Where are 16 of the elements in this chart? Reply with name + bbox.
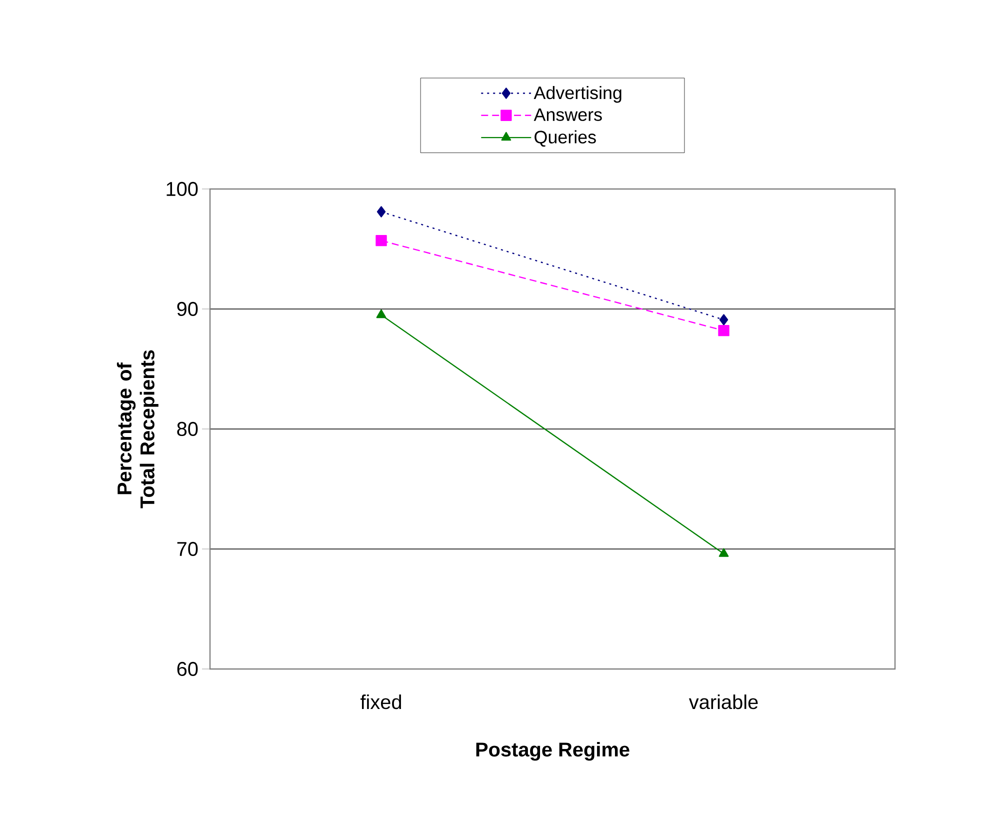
y-tick-label: 60	[177, 662, 198, 676]
x-axis-title: Postage Regime	[476, 742, 630, 761]
point	[376, 206, 386, 218]
legend-label: Advertising	[534, 86, 622, 103]
y-tick-label: 100	[166, 182, 198, 196]
y-tick-label: 80	[177, 422, 198, 436]
y-tick-label: 90	[177, 302, 198, 316]
x-tick-label: fixed	[360, 694, 402, 710]
x-tick-label: variable	[688, 694, 758, 710]
point	[719, 314, 728, 326]
legend-label: Answers	[534, 108, 602, 121]
point	[718, 324, 730, 336]
y-tick-label: 70	[177, 542, 198, 556]
y-axis-title: Percentage of Total Recepients	[116, 350, 158, 508]
point	[376, 234, 387, 246]
legend-label: Queries	[534, 130, 596, 147]
